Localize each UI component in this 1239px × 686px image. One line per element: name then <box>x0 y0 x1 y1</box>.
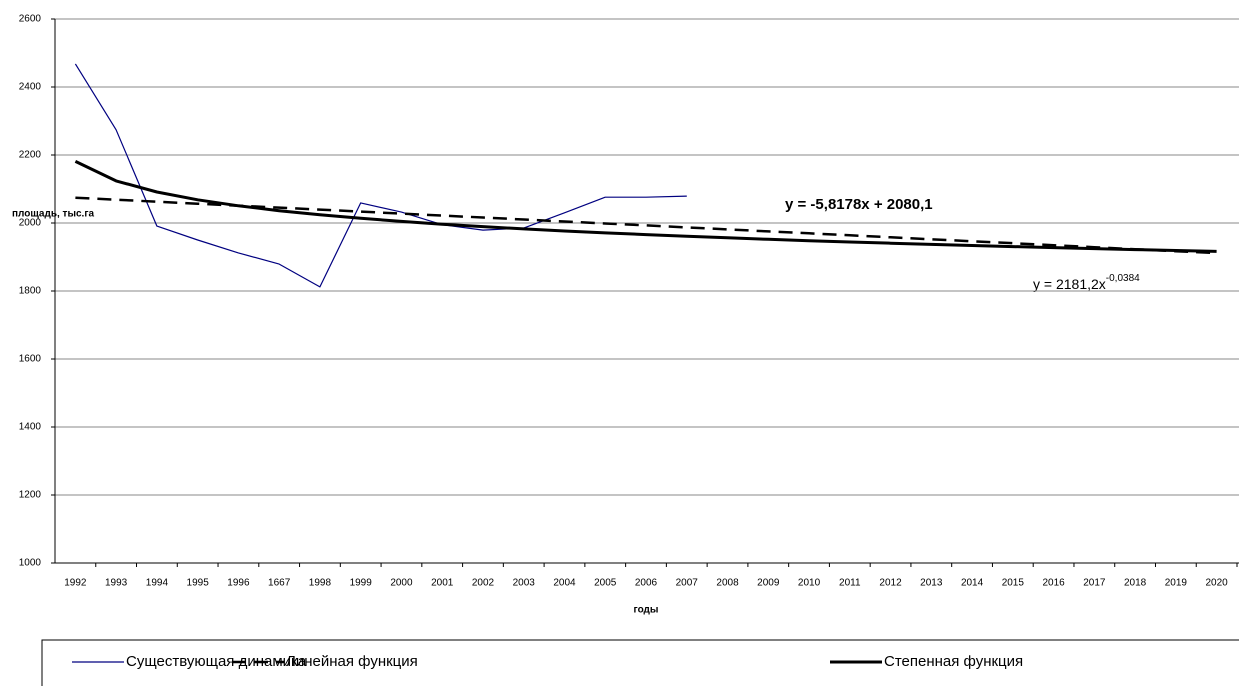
y-tick-label: 2200 <box>19 150 42 161</box>
x-tick-label: 1994 <box>146 578 169 589</box>
power-equation: y = 2181,2x-0,0384 <box>1033 273 1140 292</box>
x-tick-label: 2008 <box>716 578 739 589</box>
y-tick-label: 1200 <box>19 490 42 501</box>
x-axis-label: годы <box>634 605 659 616</box>
x-tick-label: 2020 <box>1205 578 1228 589</box>
x-tick-label: 1996 <box>227 578 250 589</box>
x-tick-label: 2011 <box>839 578 861 589</box>
legend-label: Существующая динамика <box>126 653 307 670</box>
x-tick-label: 2013 <box>920 578 943 589</box>
series-line <box>74 63 687 288</box>
x-tick-label: 2002 <box>472 578 495 589</box>
y-tick-label: 1800 <box>19 286 42 297</box>
y-tick-label: 2000 <box>19 218 42 229</box>
x-tick-label: 1992 <box>64 578 87 589</box>
x-tick-label: 2018 <box>1124 578 1147 589</box>
x-tick-label: 2019 <box>1165 578 1188 589</box>
power-equation-exponent: -0,0384 <box>1106 273 1140 284</box>
x-tick-label: 2012 <box>879 578 902 589</box>
legend-label: Линейная функция <box>286 653 418 670</box>
x-tick-label: 1998 <box>309 578 332 589</box>
x-tick-label: 2016 <box>1042 578 1065 589</box>
series-line <box>74 160 1217 253</box>
x-tick-label: 2007 <box>676 578 699 589</box>
x-tick-label: 2000 <box>390 578 413 589</box>
y-axis-label: площадь, тыс.га <box>12 209 94 220</box>
x-tick-label: 2017 <box>1083 578 1106 589</box>
legend-box <box>41 639 1239 686</box>
x-tick-label: 2001 <box>431 578 454 589</box>
x-tick-label: 1993 <box>105 578 128 589</box>
x-tick-label: 2004 <box>553 578 576 589</box>
y-tick-label: 2600 <box>19 14 42 25</box>
x-tick-label: 2009 <box>757 578 780 589</box>
y-tick-label: 1000 <box>19 558 42 569</box>
legend-label: Степенная функция <box>884 653 1023 670</box>
x-tick-label: 2015 <box>1002 578 1025 589</box>
x-tick-label: 1667 <box>268 578 291 589</box>
x-tick-label: 2003 <box>513 578 536 589</box>
y-tick-label: 1600 <box>19 354 42 365</box>
power-equation-base: y = 2181,2x <box>1033 276 1106 292</box>
x-tick-label: 2006 <box>635 578 658 589</box>
x-tick-label: 2010 <box>798 578 821 589</box>
y-tick-label: 2400 <box>19 82 42 93</box>
x-tick-label: 1995 <box>187 578 210 589</box>
x-tick-label: 2005 <box>594 578 617 589</box>
x-tick-label: 1999 <box>350 578 373 589</box>
series-line <box>75 196 1217 255</box>
x-tick-label: 2014 <box>961 578 984 589</box>
y-tick-label: 1400 <box>19 422 42 433</box>
linear-equation: y = -5,8178x + 2080,1 <box>785 196 933 213</box>
